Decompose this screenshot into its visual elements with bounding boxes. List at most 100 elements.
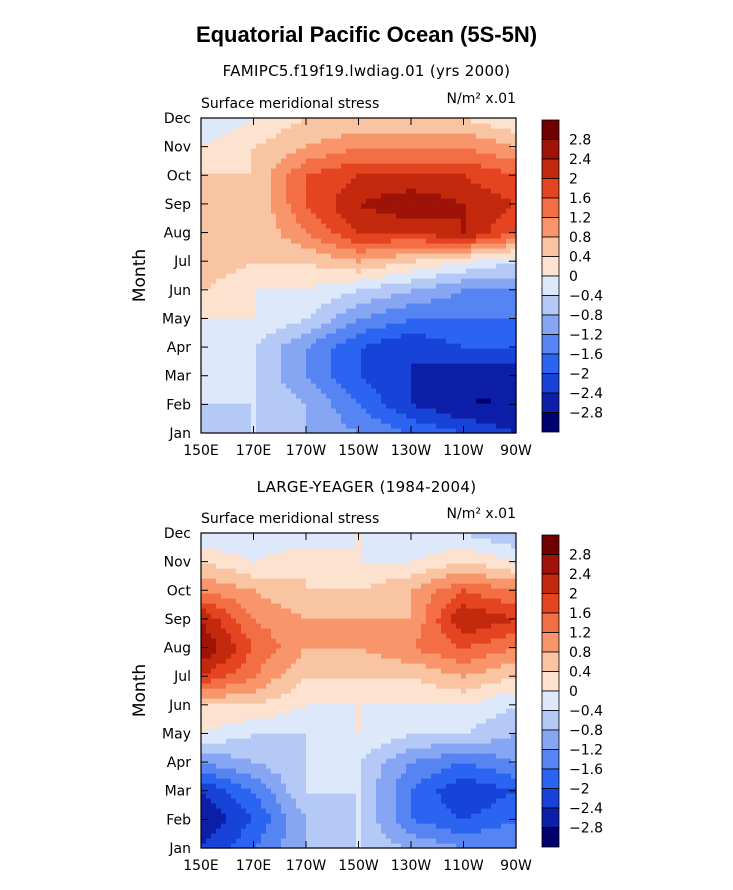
field-cell (311, 243, 317, 249)
field-cell (406, 828, 412, 834)
field-cell (211, 343, 217, 349)
field-cell (401, 363, 407, 369)
field-cell (451, 188, 457, 194)
field-cell (266, 823, 272, 829)
field-cell (271, 218, 277, 224)
field-cell (441, 843, 447, 849)
field-cell (476, 208, 482, 214)
field-cell (316, 828, 322, 834)
field-cell (371, 358, 377, 364)
field-cell (426, 288, 432, 294)
field-cell (506, 238, 512, 244)
field-cell (391, 243, 397, 249)
field-cell (241, 358, 247, 364)
field-cell (306, 373, 312, 379)
field-cell (291, 393, 297, 399)
field-cell (286, 338, 292, 344)
field-cell (501, 813, 507, 819)
field-cell (271, 118, 277, 124)
field-cell (311, 158, 317, 164)
field-cell (431, 138, 437, 144)
field-cell (251, 318, 257, 324)
field-cell (391, 308, 397, 314)
field-cell (451, 793, 457, 799)
field-cell (441, 383, 447, 389)
field-cell (496, 808, 502, 814)
field-cell (341, 308, 347, 314)
field-cell (426, 243, 432, 249)
field-cell (486, 778, 492, 784)
field-cell (366, 173, 372, 179)
field-cell (341, 138, 347, 144)
field-cell (326, 188, 332, 194)
field-cell (446, 283, 452, 289)
field-cell (466, 148, 472, 154)
field-cell (426, 808, 432, 814)
field-cell (496, 158, 502, 164)
field-cell (276, 328, 282, 334)
field-cell (311, 803, 317, 809)
field-cell (381, 228, 387, 234)
field-cell (316, 333, 322, 339)
field-cell (396, 208, 402, 214)
field-cell (456, 118, 462, 124)
field-cell (266, 158, 272, 164)
field-cell (401, 268, 407, 274)
field-cell (351, 128, 357, 134)
field-cell (396, 138, 402, 144)
field-cell (356, 378, 362, 384)
field-cell (361, 823, 367, 829)
field-cell (391, 363, 397, 369)
field-cell (391, 138, 397, 144)
field-cell (411, 838, 417, 844)
field-cell (416, 313, 422, 319)
field-cell (486, 253, 492, 259)
field-cell (291, 173, 297, 179)
field-cell (506, 843, 512, 849)
field-cell (336, 288, 342, 294)
field-cell (491, 288, 497, 294)
field-cell (511, 238, 517, 244)
field-cell (316, 273, 322, 279)
field-cell (286, 363, 292, 369)
field-cell (456, 423, 462, 429)
field-cell (366, 363, 372, 369)
field-cell (446, 373, 452, 379)
field-cell (431, 413, 437, 419)
field-cell (411, 148, 417, 154)
field-cell (351, 208, 357, 214)
field-cell (466, 803, 472, 809)
field-cell (511, 843, 517, 849)
field-cell (346, 353, 352, 359)
field-cell (416, 353, 422, 359)
field-cell (496, 253, 502, 259)
field-cell (221, 248, 227, 254)
field-cell (481, 243, 487, 249)
field-cell (426, 813, 432, 819)
field-cell (266, 213, 272, 219)
field-cell (456, 163, 462, 169)
field-cell (376, 183, 382, 189)
field-cell (456, 233, 462, 239)
field-cell (236, 233, 242, 239)
field-cell (331, 198, 337, 204)
field-cell (256, 843, 262, 849)
field-cell (231, 373, 237, 379)
field-cell (426, 313, 432, 319)
field-cell (476, 318, 482, 324)
field-cell (336, 783, 342, 789)
field-cell (401, 378, 407, 384)
field-cell (436, 413, 442, 419)
field-cell (446, 268, 452, 274)
field-cell (411, 778, 417, 784)
field-cell (466, 308, 472, 314)
field-cell (356, 368, 362, 374)
field-cell (406, 253, 412, 259)
field-cell (376, 363, 382, 369)
colorbar-label: −0.8 (569, 308, 603, 324)
field-cell (226, 818, 232, 824)
field-cell (316, 153, 322, 159)
field-cell (356, 153, 362, 159)
field-cell (301, 783, 307, 789)
field-cell (481, 823, 487, 829)
